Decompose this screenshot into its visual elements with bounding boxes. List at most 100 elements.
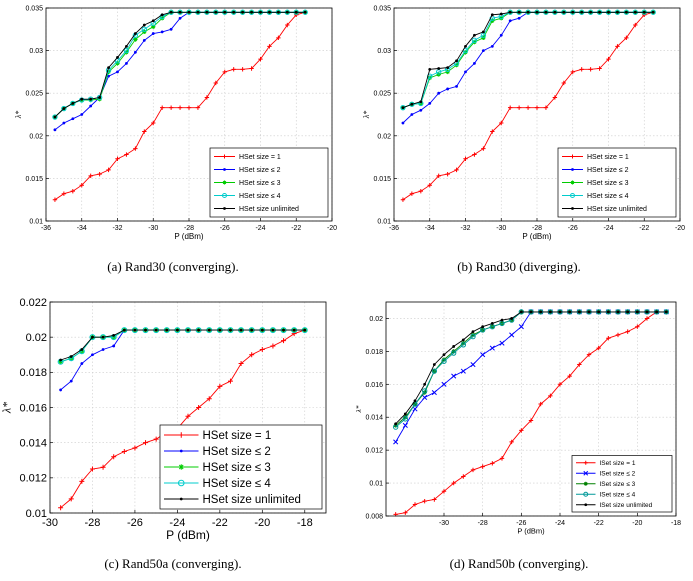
data-point: [562, 10, 566, 14]
data-point: [142, 23, 146, 27]
legend-label: HSet size unlimited: [587, 206, 647, 213]
data-point: [240, 67, 245, 72]
data-point: [432, 363, 436, 366]
data-point: [419, 108, 423, 112]
data-point: [519, 310, 523, 314]
data-point: [285, 22, 290, 28]
data-point: [80, 348, 84, 351]
y-tick-label: 0.014: [19, 438, 47, 450]
data-point: [177, 105, 183, 110]
data-point: [402, 422, 408, 429]
y-tick-label: 0.025: [25, 91, 43, 98]
x-tick-label: -30: [42, 517, 58, 529]
data-point: [175, 328, 179, 332]
data-point: [258, 56, 263, 62]
y-tick-label: 0.012: [19, 473, 47, 485]
data-point: [259, 10, 262, 14]
data-point: [607, 10, 610, 14]
data-point: [461, 474, 466, 479]
legend-label: HSet size = 1: [203, 430, 272, 442]
data-point: [178, 10, 182, 14]
data-point: [232, 10, 236, 14]
data-point: [303, 10, 307, 14]
data-point: [596, 345, 601, 351]
x-tick-label: -32: [460, 225, 470, 232]
legend-label: HSet size = 1: [587, 154, 629, 161]
data-point: [499, 120, 504, 126]
caption-c: (c) Rand50a (converging).: [104, 556, 242, 571]
x-axis-label: P (dBm): [174, 232, 204, 241]
data-point: [519, 428, 524, 433]
data-point: [133, 146, 138, 151]
data-point: [160, 30, 164, 34]
x-tick-label: -28: [184, 225, 194, 232]
caption-d: (d) Rand50b (converging).: [449, 556, 589, 571]
data-point: [598, 10, 601, 14]
series-5: [394, 310, 668, 426]
data-point: [490, 322, 494, 325]
data-point: [567, 373, 572, 379]
y-tick-label: 0.012: [365, 448, 383, 455]
data-point: [470, 333, 476, 340]
data-point: [260, 328, 264, 332]
data-point: [446, 66, 450, 70]
caption-b: (b) Rand30 (diverging).: [457, 259, 581, 274]
data-point: [481, 325, 485, 329]
data-point: [633, 22, 638, 28]
data-point: [644, 316, 650, 321]
series-5: [401, 10, 655, 110]
legend-marker: [179, 449, 183, 453]
data-point: [250, 10, 253, 14]
data-point: [451, 373, 457, 379]
legend-label: HSet size ≤ 4: [587, 193, 629, 200]
data-point: [394, 422, 398, 426]
data-point: [231, 67, 236, 72]
data-point: [455, 59, 458, 63]
x-tick-label: -22: [291, 225, 301, 232]
data-point: [185, 413, 191, 419]
y-tick-label: 0.02: [26, 332, 47, 344]
plot-frame: [45, 7, 333, 222]
y-axis-label: λ*: [14, 111, 23, 119]
data-point: [115, 156, 120, 162]
x-tick-label: -36: [389, 225, 399, 232]
data-point: [69, 355, 73, 358]
legend-marker: [222, 180, 227, 185]
data-point: [655, 310, 659, 314]
y-tick-label: 0.02: [377, 133, 391, 140]
data-point: [586, 352, 592, 357]
series-1: [393, 309, 659, 517]
x-tick-label: -18: [297, 517, 313, 529]
data-point: [525, 105, 531, 110]
data-point: [214, 10, 218, 14]
data-point: [410, 102, 414, 106]
legend-marker: [178, 432, 185, 438]
data-point: [418, 188, 424, 194]
data-point: [241, 10, 245, 14]
data-point: [106, 167, 111, 173]
data-point: [410, 113, 414, 116]
data-point: [606, 310, 610, 314]
x-tick-label: -20: [254, 517, 270, 529]
data-point: [393, 423, 398, 428]
data-point: [112, 344, 116, 348]
data-point: [461, 340, 466, 346]
data-point: [437, 67, 441, 70]
data-point: [526, 10, 530, 14]
legend-label: HSet size ≤ 2: [239, 167, 281, 174]
data-point: [548, 310, 552, 314]
data-point: [516, 105, 522, 110]
data-point: [431, 368, 438, 374]
x-tick-label: -36: [41, 225, 51, 232]
data-point: [101, 335, 105, 339]
legend-marker: [222, 193, 227, 198]
data-point: [169, 27, 173, 31]
data-point: [412, 406, 418, 412]
data-point: [169, 10, 173, 14]
data-point: [615, 332, 621, 338]
data-point: [499, 33, 503, 37]
data-point: [133, 50, 137, 54]
data-point: [490, 129, 495, 134]
data-point: [187, 10, 191, 14]
data-point: [142, 38, 146, 42]
